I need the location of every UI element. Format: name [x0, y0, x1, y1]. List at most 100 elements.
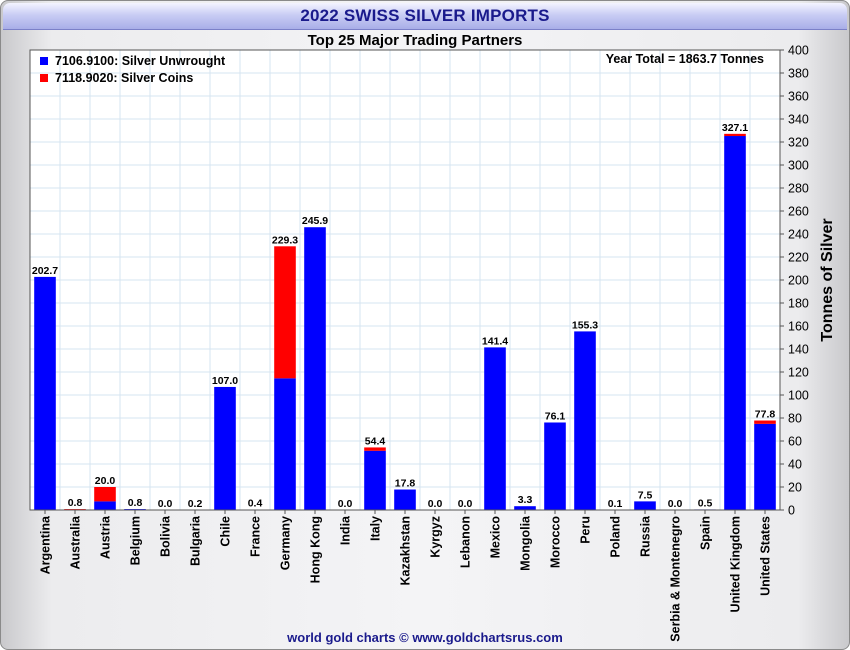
- y-tick-label: 360: [788, 90, 809, 104]
- x-tick-label: Lebanon: [459, 516, 473, 568]
- y-tick-label: 120: [788, 366, 809, 380]
- y-tick-label: 100: [788, 389, 809, 403]
- y-tick-label: 180: [788, 297, 809, 311]
- bar-labels-group: 202.7 0.8 20.0 0.8 0.0 0.2 107.0 0.4 229.3 245.9 0…: [32, 122, 776, 510]
- y-tick-label: 200: [788, 274, 809, 288]
- x-tick-label: Chile: [219, 516, 233, 547]
- bar-value-label: 0.0: [158, 498, 173, 510]
- bar-value-label: 141.4: [482, 335, 508, 347]
- x-tick-label: France: [249, 516, 263, 557]
- bar-value-label: 0.4: [248, 498, 263, 510]
- y-tick-label: 280: [788, 182, 809, 196]
- legend-swatch-coins: [40, 74, 48, 82]
- bar-value-label: 327.1: [722, 122, 748, 134]
- y-tick-label: 340: [788, 113, 809, 127]
- y-axis-label: Tonnes of Silver: [819, 218, 836, 341]
- title-bar: 2022 SWISS SILVER IMPORTS: [3, 3, 847, 30]
- bar-value-label: 0.8: [68, 497, 83, 509]
- x-tick-label: Bulgaria: [189, 515, 203, 566]
- x-tick-label: Mexico: [489, 516, 503, 559]
- bar-unwrought: [754, 423, 776, 510]
- x-tick-label: United States: [759, 516, 773, 596]
- y-tick-label: 80: [788, 412, 802, 426]
- year-total-annotation: Year Total = 1863.7 Tonnes: [606, 52, 764, 66]
- y-tick-label: 60: [788, 435, 802, 449]
- bar-value-label: 202.7: [32, 265, 58, 277]
- bar-value-label: 0.8: [128, 497, 143, 509]
- legend-label-coins: 7118.9020: Silver Coins: [55, 71, 193, 85]
- bar-value-label: 77.8: [755, 409, 776, 421]
- x-tick-label: Hong Kong: [309, 516, 323, 583]
- bar-value-label: 0.0: [668, 498, 683, 510]
- bar-value-label: 0.1: [608, 498, 623, 510]
- y-tick-label: 380: [788, 67, 809, 81]
- x-tick-label: Argentina: [39, 515, 53, 574]
- x-tick-label: Poland: [609, 516, 623, 558]
- x-tick-label: Kyrgyz: [429, 516, 443, 558]
- bar-coins: [754, 420, 776, 424]
- x-tick-label: Mongolia: [519, 515, 533, 571]
- bar-coins: [274, 246, 296, 379]
- y-tick-label: 400: [788, 44, 809, 58]
- x-tick-label: Morocco: [549, 516, 563, 568]
- x-tick-label: Austria: [99, 515, 113, 559]
- bar-value-label: 17.8: [395, 478, 416, 490]
- bar-coins: [724, 133, 746, 137]
- bar-value-label: 0.5: [698, 497, 713, 509]
- legend-label-unwrought: 7106.9100: Silver Unwrought: [55, 54, 226, 68]
- y-tick-label: 240: [788, 228, 809, 242]
- x-tick-label: Peru: [579, 516, 593, 544]
- bar-unwrought: [304, 227, 326, 510]
- y-tick-label: 300: [788, 159, 809, 173]
- x-tick-label: Italy: [369, 516, 383, 541]
- x-tick-label: Kazakhstan: [399, 516, 413, 585]
- x-tick-label: Bolivia: [159, 515, 173, 557]
- bar-value-label: 155.3: [572, 319, 598, 331]
- bar-unwrought: [514, 506, 536, 510]
- bar-value-label: 245.9: [302, 215, 328, 227]
- bar-value-label: 0.0: [428, 498, 443, 510]
- bar-unwrought: [574, 331, 596, 510]
- y-tick-label: 0: [788, 504, 795, 518]
- bar-value-label: 0.0: [338, 498, 353, 510]
- y-tick-label: 160: [788, 320, 809, 334]
- y-tick-label: 20: [788, 481, 802, 495]
- bar-value-label: 0.2: [188, 498, 203, 510]
- y-tick-label: 320: [788, 136, 809, 150]
- x-axis-ticks: Argentina Australia Austria Belgium Bolivia B…: [39, 510, 773, 642]
- y-tick-label: 260: [788, 205, 809, 219]
- page-title: 2022 SWISS SILVER IMPORTS: [300, 6, 550, 25]
- y-tick-label: 220: [788, 251, 809, 265]
- bar-unwrought: [634, 501, 656, 510]
- x-tick-label: Serbia & Montenegro: [669, 516, 683, 642]
- grid-lines: [30, 49, 780, 511]
- x-tick-label: Russia: [639, 515, 653, 557]
- bar-value-label: 76.1: [545, 410, 566, 422]
- bars-group: [34, 133, 776, 511]
- bar-unwrought: [274, 378, 296, 510]
- bar-unwrought: [394, 489, 416, 510]
- bar-value-label: 0.0: [458, 498, 473, 510]
- x-tick-label: India: [339, 515, 353, 545]
- y-axis-ticks: 0 20 40 60 80 100 120 140 160 180 200 220 240 260 280 3…: [780, 44, 809, 518]
- bar-value-label: 20.0: [95, 475, 116, 487]
- x-tick-label: Spain: [699, 516, 713, 550]
- x-tick-label: Germany: [279, 516, 293, 570]
- bar-value-label: 3.3: [518, 494, 533, 506]
- footer-credit: world gold charts © www.goldchartsrus.co…: [287, 630, 563, 645]
- x-tick-label: Australia: [69, 515, 83, 570]
- y-tick-label: 140: [788, 343, 809, 357]
- bar-coins: [364, 447, 386, 451]
- bar-unwrought: [364, 450, 386, 510]
- x-tick-label: United Kingdom: [729, 516, 743, 613]
- bar-value-label: 107.0: [212, 375, 238, 387]
- bar-unwrought: [214, 386, 236, 510]
- legend: 7106.9100: Silver Unwrought 7118.9020: S…: [40, 54, 226, 85]
- bar-value-label: 229.3: [272, 234, 298, 246]
- bar-unwrought: [544, 422, 566, 510]
- bar-unwrought: [484, 347, 506, 510]
- bar-value-label: 7.5: [638, 489, 653, 501]
- legend-swatch-unwrought: [40, 57, 48, 65]
- chart-subtitle: Top 25 Major Trading Partners: [308, 32, 523, 49]
